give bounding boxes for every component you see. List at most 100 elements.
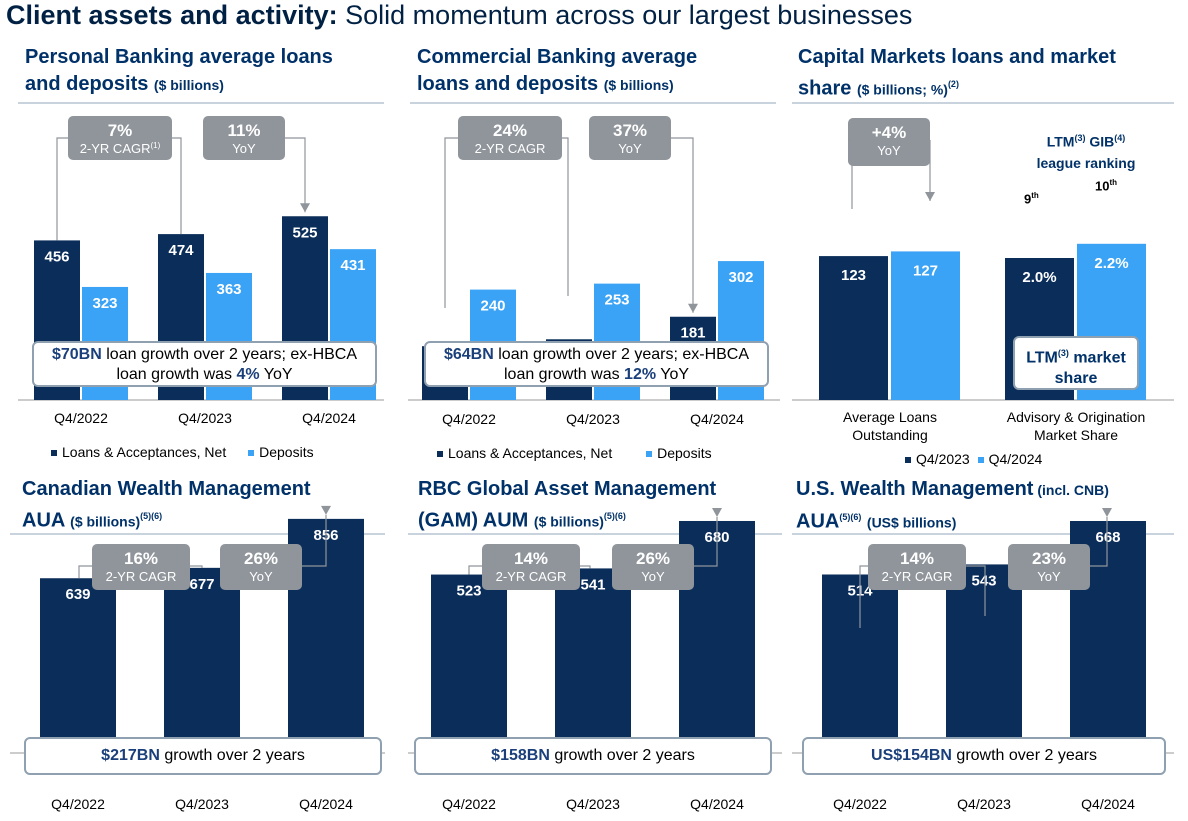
panel-personal-banking: Personal Banking average loans and depos… [0,44,395,426]
ranking-gib: GIB [1085,133,1115,150]
cat1-line2: Outstanding [852,427,928,443]
note-highlight: US$154BN [871,747,952,764]
panel-title-line2: and deposits ($ billions) [25,71,333,99]
category-label: Q4/2023 [957,796,1011,812]
connector-yoy [694,516,718,567]
panel-unit-sup: (2) [947,79,959,89]
legend-pb: Loans & Acceptances, Net Deposits [51,444,314,460]
connector-cagr-left [859,565,868,628]
ranking-line2: league ranking [1036,154,1136,171]
note-text-1: growth over 2 years [549,747,695,764]
panel-title-line1: U.S. Wealth Management (incl. CNB) [796,476,1109,504]
panel-title-line1: RBC Global Asset Management [418,478,717,500]
callout-cagr-label: 2-YR CAGR(1) [80,141,161,156]
panel-unit: ($ billions; %) [856,81,948,98]
panel-title: RBC Global Asset Management (GAM) AUM ($… [418,476,716,536]
bar [431,574,507,753]
title-rule [408,533,782,535]
growth-note: $158BN growth over 2 years [414,737,772,775]
rank-2023: 9th [1024,191,1039,206]
callout-yoy-label: YoY [641,569,665,584]
note-highlight-2: 12% [624,366,657,383]
callout-cagr-label: 2-YR CAGR [475,141,546,156]
bar-label-deposits: 302 [728,269,753,286]
chart-capital-markets: 123 127 2.0% 2.2% +4%YoY [792,118,1174,401]
connector-yoy-right-arrow [925,192,935,201]
panel-title-line2-text: AUA [22,509,65,532]
category-label: Q4/2022 [442,411,496,427]
bar-label-deposits: 363 [216,281,241,298]
legend-cm: Q4/2023 Q4/2024 [905,451,1042,467]
rank-2024-sup: th [1109,178,1118,187]
callout-cagr [482,544,580,590]
callout-yoy [203,116,285,160]
bar-share-2023-label: 2.0% [1022,269,1056,286]
share-line2: share [1054,370,1098,388]
callout-cagr [868,544,966,590]
callout-yoy-value: 11% [227,121,260,140]
title-rule [18,102,384,104]
bar-label: 668 [1095,529,1120,546]
callout-cagr-label: 2-YR CAGR [106,569,177,584]
category-label: Q4/2024 [302,410,356,426]
rank-2024-num: 10 [1095,178,1110,194]
connector-yoy-arrow [688,303,698,313]
callout-yoy-value: +4% [872,123,907,142]
growth-note: US$154BN growth over 2 years [802,737,1166,775]
panel-title: Canadian Wealth Management AUA ($ billio… [22,476,311,536]
connector-yoy-arrow [1102,508,1112,518]
legend-swatch-loans [51,450,57,457]
panel-title-line2-sup: (5)(6) [839,512,862,522]
bar-label: 541 [580,576,605,593]
callout-cagr-value: 14% [900,549,934,568]
title-rule [792,533,1174,535]
note-text-1: growth over 2 years [951,747,1097,764]
category-label: Q4/2022 [833,796,887,812]
panel-canadian-wealth: Canadian Wealth Management AUA ($ billio… [0,476,395,821]
connector-cagr-right [580,565,591,569]
panel-global-asset-management: RBC Global Asset Management (GAM) AUM ($… [396,476,791,821]
bar-label-loans: 474 [168,242,194,259]
bar-label: 543 [971,572,996,589]
panel-title-line1-text: U.S. Wealth Management [796,478,1034,500]
panel-title-line2: AUA(5)(6) (US$ billions) [796,504,1109,537]
connector-yoy [285,137,306,213]
connector-yoy-left [848,139,853,209]
bar-label-loans: 456 [44,248,69,265]
legend-label-2024: Q4/2024 [988,451,1043,467]
ranking-sup2: (4) [1114,133,1126,143]
bar-label-deposits: 253 [604,292,629,309]
callout-cagr [92,544,190,590]
bar-label: 677 [189,576,214,593]
connector-yoy-arrow [321,505,331,515]
panel-title-line1: Canadian Wealth Management [22,478,311,500]
connector-cagr-left [468,565,482,575]
callout-yoy-label: YoY [877,143,901,158]
callout-yoy-label: YoY [249,569,273,584]
note-highlight-2: 4% [236,366,260,383]
bar [555,568,631,753]
league-ranking-label: LTM(3) GIB(4) league ranking [1006,128,1166,174]
panel-title-line1: Commercial Banking average [417,46,698,68]
title-rule [10,533,385,535]
note-text-3: YoY [656,366,690,383]
legend-label-loans: Loans & Acceptances, Net [448,445,613,461]
panel-title-line1-small: (incl. CNB) [1033,482,1109,498]
callout-yoy [1008,544,1090,590]
bar-loans-2024-label: 127 [913,262,938,279]
legend-label-loans: Loans & Acceptances, Net [62,444,227,460]
category-label: Q4/2022 [54,410,108,426]
callout-cagr-sup: (1) [151,141,161,150]
connector-yoy-arrow [712,507,722,517]
panel-commercial-banking: Commercial Banking average loans and dep… [396,44,791,427]
category-label: Q4/2024 [299,796,353,812]
rank-2024: 10th [1095,178,1117,193]
panel-title: Commercial Banking average loans and dep… [417,44,697,99]
note-text-1: growth over 2 years [159,747,305,764]
legend-swatch-2024 [977,457,984,464]
bar-label-deposits: 240 [480,298,505,315]
panel-unit: (US$ billions) [866,514,957,531]
bar-label-loans: 181 [680,325,705,342]
bar-label-deposits: 431 [340,257,365,274]
connector-yoy [1090,517,1108,567]
